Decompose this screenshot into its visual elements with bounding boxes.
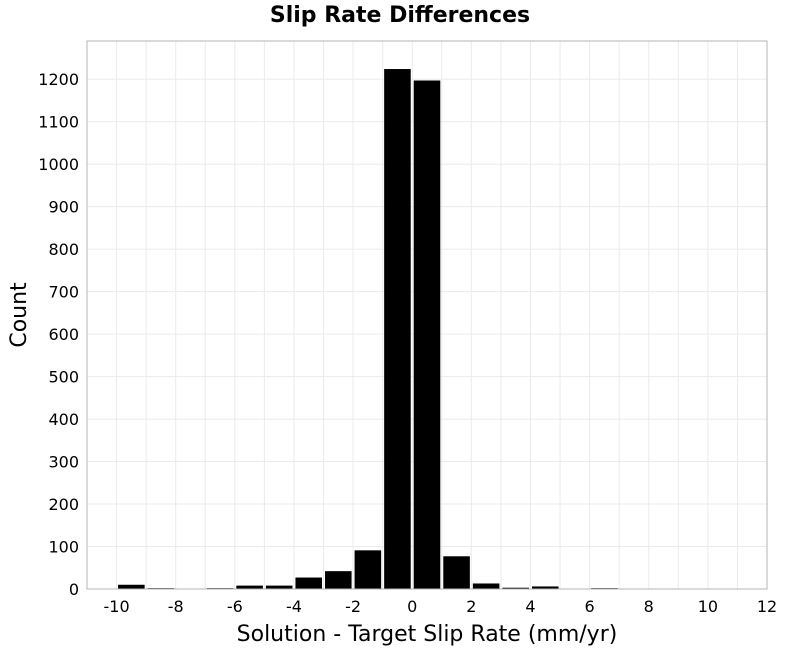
y-tick-label: 600 — [48, 325, 79, 344]
histogram-bar — [265, 585, 293, 589]
x-tick-label: -4 — [286, 597, 302, 616]
x-tick-label: 8 — [644, 597, 654, 616]
x-tick-label: 10 — [698, 597, 718, 616]
chart-title: Slip Rate Differences — [270, 3, 530, 28]
histogram-bar — [236, 585, 263, 589]
y-tick-label: 400 — [48, 410, 79, 429]
x-tick-label: 12 — [757, 597, 777, 616]
histogram-bar — [384, 69, 411, 589]
histogram-bar — [502, 587, 529, 589]
y-tick-label: 500 — [48, 368, 79, 387]
histogram-bar — [295, 577, 323, 589]
x-tick-label: 4 — [525, 597, 535, 616]
x-tick-label: 2 — [466, 597, 476, 616]
y-tick-label: 1200 — [38, 70, 79, 89]
x-tick-labels: -10 -8 -6 -4 -2 0 2 4 6 8 10 12 — [103, 597, 777, 616]
y-tick-label: 300 — [48, 453, 79, 472]
histogram-bar — [531, 586, 559, 589]
histogram-bar — [118, 584, 145, 589]
x-axis-label: Solution - Target Slip Rate (mm/yr) — [237, 622, 618, 647]
histogram-bar — [354, 550, 382, 589]
x-tick-label: -6 — [227, 597, 243, 616]
x-tick-label: -2 — [345, 597, 361, 616]
histogram-bar — [413, 80, 441, 590]
y-tick-label: 700 — [48, 283, 79, 302]
y-tick-labels: 0 100 200 300 400 500 600 700 800 900 1000 1100 1200 — [38, 70, 79, 599]
histogram-bar — [325, 571, 352, 589]
x-tick-label: 0 — [407, 597, 417, 616]
y-tick-label: 100 — [48, 538, 79, 557]
y-tick-label: 0 — [69, 580, 79, 599]
x-tick-label: -10 — [103, 597, 129, 616]
y-tick-label: 1000 — [38, 155, 79, 174]
bars — [118, 69, 648, 590]
y-axis-label: Count — [7, 282, 32, 348]
y-tick-label: 900 — [48, 198, 79, 217]
y-tick-label: 800 — [48, 240, 79, 259]
x-tick-label: 6 — [585, 597, 595, 616]
y-tick-label: 200 — [48, 495, 79, 514]
y-tick-label: 1100 — [38, 113, 79, 132]
histogram-bar — [443, 556, 470, 589]
plot-frame — [86, 40, 768, 590]
histogram-bar — [472, 583, 500, 589]
x-tick-label: -8 — [168, 597, 184, 616]
